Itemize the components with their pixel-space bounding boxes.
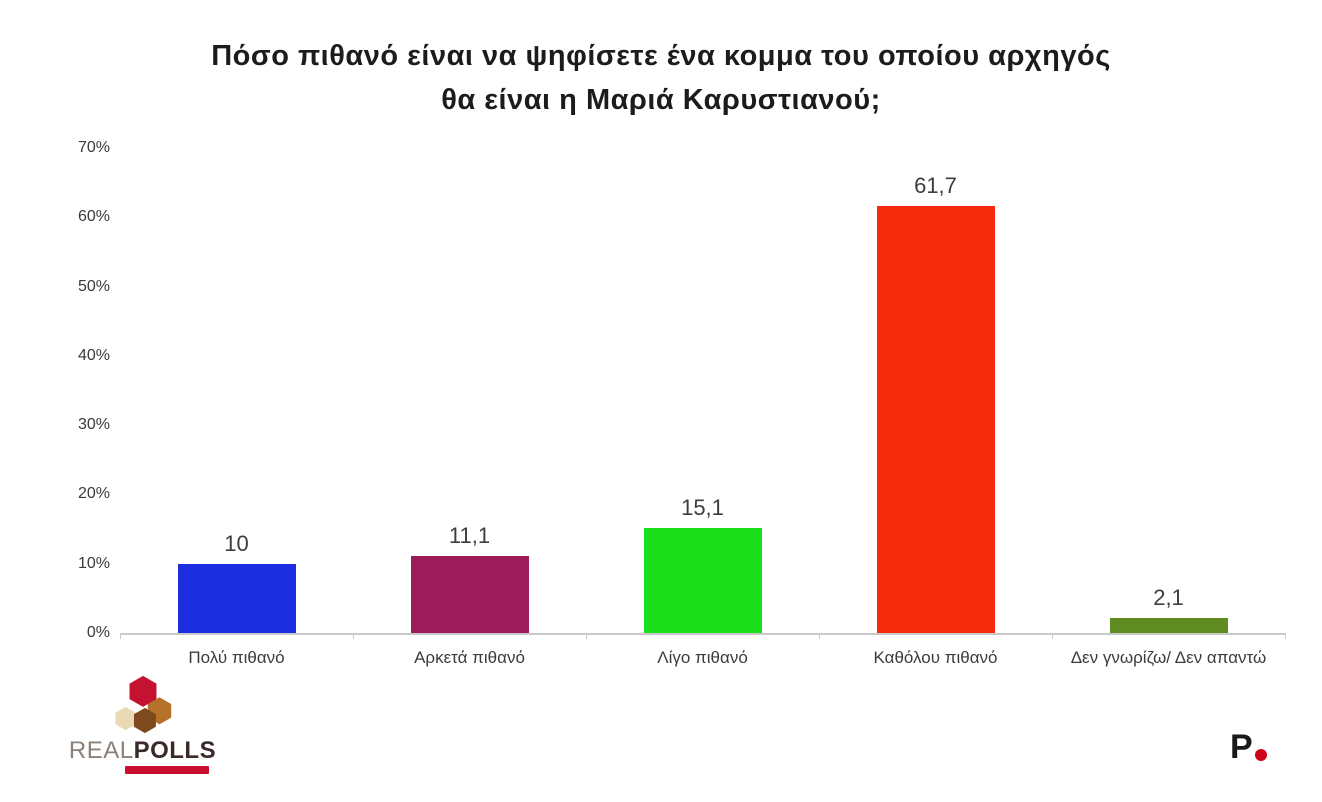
x-axis-category-label: Λίγο πιθανό [657,648,748,667]
x-axis-category-label: Πολύ πιθανό [188,648,285,667]
bar-1 [177,563,296,633]
y-axis-tick-label: 0% [86,624,110,641]
y-axis-tick-label: 70% [77,139,110,156]
bar-5 [1109,618,1228,633]
x-axis-line [120,633,1285,635]
x-axis-category-label: Αρκετά πιθανό [414,648,525,667]
bar-4 [876,205,995,633]
y-axis-tick-label: 50% [77,277,110,295]
chart-title: Πόσο πιθανό είναι να ψηφίσετε ένα κομμα … [0,34,1322,122]
chart-title-line2: θα είναι η Μαριά Καρυστιανού; [441,84,881,116]
realpolls-hexagons-icon [114,675,171,734]
bar-value-label: 11,1 [448,523,491,549]
x-axis-category-label: Καθόλου πιθανό [873,648,998,667]
x-axis-tick [819,633,820,639]
realpolls-tagline-strip [125,766,209,774]
realpolls-wordmark: REALPOLLS [69,738,216,764]
x-axis-tick [1052,633,1053,639]
y-axis-tick-label: 10% [77,554,110,572]
x-axis-tick [120,633,121,639]
bar-2 [410,556,529,633]
y-axis-tick-label: 40% [77,346,110,364]
bar-value-label: 10 [224,530,249,556]
protothema-logo-letter: P [1230,728,1253,766]
y-axis-tick-label: 60% [77,208,110,226]
y-axis-tick-label: 30% [77,416,110,434]
x-axis-tick [1285,633,1286,639]
bar-value-label: 2,1 [1153,585,1184,611]
x-axis-tick [586,633,587,639]
x-axis-tick [353,633,354,639]
realpolls-logo: REALPOLLS [69,672,216,774]
bar-value-label: 15,1 [681,495,724,521]
x-axis-category-label: Δεν γνωρίζω/ Δεν απαντώ [1070,648,1267,667]
y-axis-tick-label: 20% [77,485,110,503]
chart-title-line1: Πόσο πιθανό είναι να ψηφίσετε ένα κομμα … [211,40,1111,72]
realpolls-wordmark-real: REAL [68,737,134,764]
realpolls-wordmark-polls: POLLS [133,737,217,764]
bar-value-label: 61,7 [914,172,957,198]
bar-3 [643,528,762,633]
red-dot-icon [1254,749,1267,761]
protothema-logo: P [1230,730,1267,764]
